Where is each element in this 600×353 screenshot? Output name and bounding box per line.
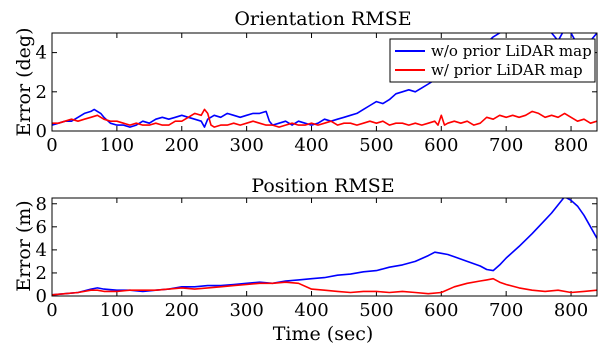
- x-tick-label: 200: [165, 135, 199, 156]
- x-tick-label: 300: [229, 135, 263, 156]
- y-tick-label: 6: [36, 217, 47, 238]
- subplot-position: Position RMSE Error (m) 0 100 200 300 400 500…: [13, 175, 598, 345]
- series-line: [52, 198, 597, 296]
- y-tick-label: 0: [36, 121, 47, 142]
- series-line: [52, 108, 597, 128]
- x-tick-label: 200: [165, 300, 199, 321]
- x-tick-label: 800: [554, 300, 588, 321]
- x-tick-label: 500: [359, 135, 393, 156]
- x-tick-label: 700: [489, 300, 523, 321]
- chart-title: Orientation RMSE: [234, 8, 411, 30]
- y-tick-label: 2: [36, 263, 47, 284]
- series-line: [52, 277, 597, 296]
- x-tick-label: 0: [46, 300, 57, 321]
- y-tick-label: 2: [36, 82, 47, 103]
- plot-frame: [51, 197, 598, 297]
- x-tick-label: 100: [100, 135, 134, 156]
- series-layer: [52, 33, 597, 128]
- x-tick-label: 400: [294, 300, 328, 321]
- y-tick-label: 4: [36, 240, 47, 261]
- x-tick-label: 400: [294, 135, 328, 156]
- y-axis-label: Error (m): [13, 200, 35, 291]
- x-tick-label: 100: [100, 300, 134, 321]
- x-tick-label: 300: [229, 300, 263, 321]
- legend-label: w/o prior LiDAR map: [431, 42, 592, 60]
- x-tick-label: 0: [46, 135, 57, 156]
- y-tick-label: 4: [36, 43, 47, 64]
- y-axis-label: Error (deg): [13, 28, 35, 137]
- y-tick-label: 8: [36, 194, 47, 215]
- subplot-orientation: Orientation RMSE Error (deg) 0 100 200 300 4…: [13, 8, 598, 156]
- x-tick-label: 500: [359, 300, 393, 321]
- y-tick-label: 0: [36, 286, 47, 307]
- x-tick-label: 600: [424, 135, 458, 156]
- legend: w/o prior LiDAR map w/ prior LiDAR map: [389, 38, 596, 83]
- tick-layer: 0 100 200 300 400 500 600 700 800 0 2 4: [36, 33, 597, 156]
- x-tick-label: 800: [554, 135, 588, 156]
- chart-title: Position RMSE: [251, 175, 394, 197]
- x-axis-label: Time (sec): [273, 323, 374, 345]
- series-layer: [52, 198, 597, 296]
- legend-label: w/ prior LiDAR map: [431, 61, 583, 79]
- x-tick-label: 700: [489, 135, 523, 156]
- plot-frame: [51, 32, 598, 132]
- legend-box: [389, 38, 596, 83]
- series-line: [52, 33, 597, 128]
- x-tick-label: 600: [424, 300, 458, 321]
